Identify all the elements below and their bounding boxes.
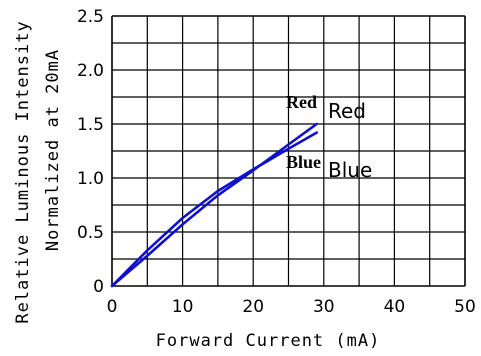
y-axis-title-line2: Normalized at 20mA [43,49,63,251]
series-label-red: Red [328,99,366,123]
x-tick-label: 50 [454,297,476,317]
series-line-red [110,122,319,288]
y-axis-title-line1: Relative Luminous Intensity [13,20,33,323]
x-tick-label: 40 [384,297,406,317]
series-labels: Red Red Blue Blue [286,92,372,182]
y-tick-label: 2.0 [77,61,104,81]
x-tick-label: 30 [313,297,335,317]
y-tick-label: 0 [93,277,104,297]
series-label-bold-blue: Blue [286,152,321,172]
series-label-bold-red: Red [286,92,317,112]
series-label-blue: Blue [328,158,372,182]
y-tick-label: 2.5 [77,7,104,27]
y-tick-label: 0.5 [77,223,104,243]
grid [111,15,466,287]
x-tick-label: 10 [172,297,194,317]
y-tick-label: 1.5 [77,115,104,135]
y-tick-labels: 0 0.5 1.0 1.5 2.0 2.5 [77,7,104,297]
x-axis-title: Forward Current (mA) [156,331,381,351]
x-tick-label: 0 [107,297,118,317]
y-tick-label: 1.0 [77,169,104,189]
x-tick-labels: 0 10 20 30 40 50 [107,297,476,317]
series-lines [110,122,319,288]
x-tick-label: 20 [242,297,264,317]
series-line-blue [110,131,319,288]
